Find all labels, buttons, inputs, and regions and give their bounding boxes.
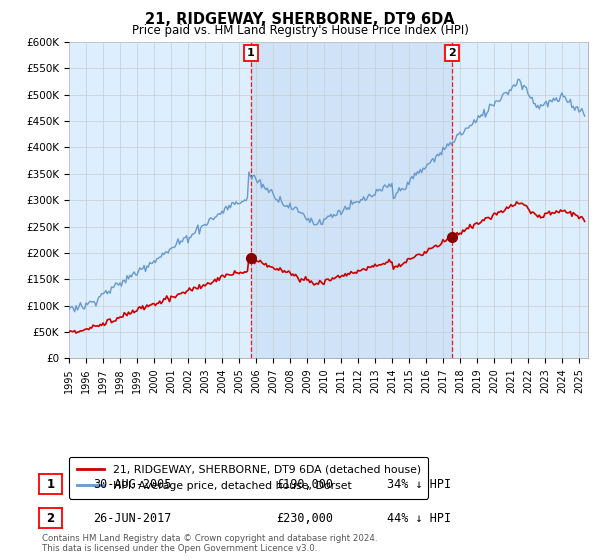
Text: Price paid vs. HM Land Registry's House Price Index (HPI): Price paid vs. HM Land Registry's House … — [131, 24, 469, 36]
Text: 34% ↓ HPI: 34% ↓ HPI — [387, 478, 451, 491]
Legend: 21, RIDGEWAY, SHERBORNE, DT9 6DA (detached house), HPI: Average price, detached : 21, RIDGEWAY, SHERBORNE, DT9 6DA (detach… — [69, 457, 428, 498]
Text: £190,000: £190,000 — [276, 478, 333, 491]
Text: £230,000: £230,000 — [276, 511, 333, 525]
Text: 26-JUN-2017: 26-JUN-2017 — [93, 511, 172, 525]
Text: 44% ↓ HPI: 44% ↓ HPI — [387, 511, 451, 525]
Text: 30-AUG-2005: 30-AUG-2005 — [93, 478, 172, 491]
Text: 21, RIDGEWAY, SHERBORNE, DT9 6DA: 21, RIDGEWAY, SHERBORNE, DT9 6DA — [145, 12, 455, 27]
Text: 1: 1 — [247, 48, 254, 58]
Text: Contains HM Land Registry data © Crown copyright and database right 2024.
This d: Contains HM Land Registry data © Crown c… — [42, 534, 377, 553]
Text: 2: 2 — [46, 511, 55, 525]
Text: 2: 2 — [448, 48, 455, 58]
Text: 1: 1 — [46, 478, 55, 491]
